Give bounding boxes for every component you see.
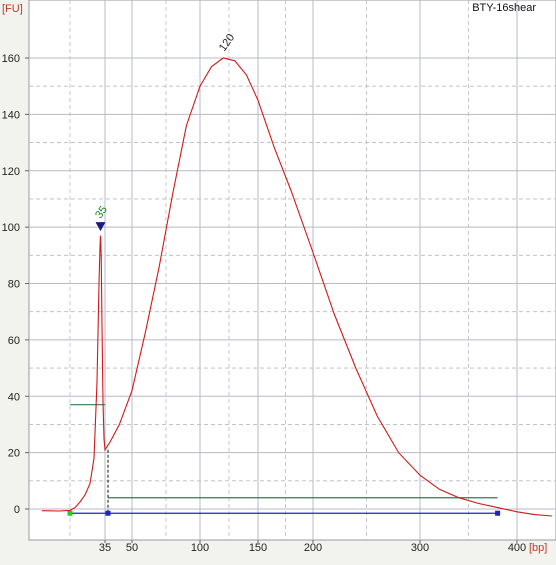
x-axis-ticks: 35 50 100 150 200 300 400 <box>99 540 526 554</box>
x-tick-label: 35 <box>99 542 111 554</box>
baseline-start-point <box>67 510 73 516</box>
y-tick-label: 160 <box>2 53 20 65</box>
y-tick-label: 20 <box>8 448 20 460</box>
peak-marker-triangle <box>95 222 106 232</box>
y-tick-label: 140 <box>2 109 20 121</box>
x-tick-label: 100 <box>191 542 209 554</box>
x-tick-label: 150 <box>249 542 267 554</box>
baseline-end-point <box>495 510 501 516</box>
y-tick-label: 80 <box>8 279 20 291</box>
y-tick-label: 100 <box>2 222 20 234</box>
y-unit-label: [FU] <box>2 3 23 15</box>
fluorescence-trace <box>41 57 553 517</box>
baseline-marker-point <box>105 510 111 516</box>
plot-area <box>28 0 556 541</box>
sample-name-label: BTY-16shear <box>472 2 536 14</box>
y-tick-label: 40 <box>8 391 20 403</box>
x-tick-label: 200 <box>304 542 322 554</box>
x-tick-label: 300 <box>411 542 429 554</box>
x-tick-label: 400 <box>508 542 526 554</box>
y-tick-label: 60 <box>8 335 20 347</box>
y-tick-label: 0 <box>14 504 20 516</box>
y-tick-label: 120 <box>2 166 20 178</box>
peak-label: 35 <box>93 204 110 221</box>
x-tick-label: 50 <box>126 542 138 554</box>
x-unit-label: [bp] <box>529 542 547 554</box>
y-axis-ticks: 0 20 40 60 80 100 120 140 160 <box>2 53 29 516</box>
analysis-region <box>67 404 501 516</box>
